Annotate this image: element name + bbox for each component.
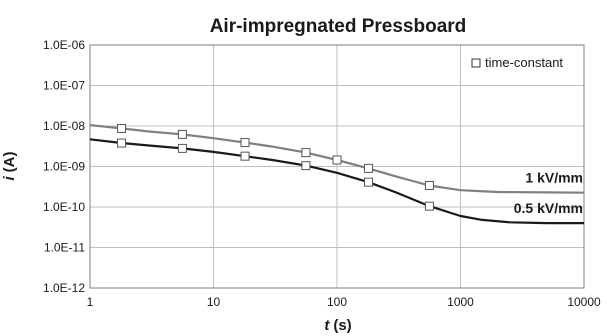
time-constant-marker — [301, 161, 311, 171]
y-axis-var: i — [1, 176, 18, 181]
series-label-1: 0.5 kV/mm — [514, 200, 583, 216]
y-tick-label: 1.0E-12 — [43, 281, 85, 295]
time-constant-marker — [117, 138, 127, 148]
chart-title: Air-impregnated Pressboard — [210, 16, 467, 37]
legend-label: time-constant — [485, 55, 563, 70]
x-tick-label: 1 — [87, 295, 94, 309]
y-axis-unit: (A) — [1, 152, 18, 173]
y-tick-label: 1.0E-11 — [44, 241, 85, 255]
time-constant-marker — [424, 201, 434, 211]
series-labels: 1 kV/mm 0.5 kV/mm — [514, 170, 583, 216]
time-constant-marker — [117, 123, 127, 133]
time-constant-marker — [240, 138, 250, 148]
plot-frame — [89, 44, 585, 289]
x-tick-label: 100 — [327, 295, 347, 309]
x-tick-label: 10 — [207, 295, 221, 309]
time-constant-marker — [177, 143, 187, 153]
gridlines — [89, 44, 585, 289]
series-line-0 — [89, 124, 585, 194]
time-constant-marker — [177, 129, 187, 139]
time-constant-marker — [301, 148, 311, 158]
time-constant-marker — [364, 177, 374, 187]
x-axis-var: t — [324, 317, 330, 334]
x-axis-label: t (s) — [324, 317, 351, 334]
y-tick-label: 1.0E-07 — [43, 79, 85, 93]
x-tick-label: 1000 — [447, 295, 474, 309]
time-constant-marker — [424, 180, 434, 190]
y-tick-label: 1.0E-10 — [43, 200, 85, 214]
series-lines — [89, 124, 585, 225]
time-constant-marker — [364, 163, 374, 173]
series-markers — [117, 123, 434, 211]
y-tick-label: 1.0E-06 — [43, 38, 85, 52]
y-tick-label: 1.0E-09 — [43, 160, 85, 174]
time-constant-marker — [240, 151, 250, 161]
time-constant-marker — [332, 155, 342, 165]
y-axis-label: i (A) — [1, 152, 18, 181]
y-tick-label: 1.0E-08 — [43, 119, 85, 133]
x-tick-labels: 1 10 100 1000 10000 — [87, 295, 601, 309]
series-line-1 — [89, 138, 584, 225]
x-axis-unit: (s) — [333, 317, 351, 334]
series-label-0: 1 kV/mm — [525, 170, 583, 186]
legend: time-constant — [471, 55, 563, 70]
legend-marker-square — [471, 58, 481, 68]
x-tick-label: 10000 — [567, 295, 601, 309]
y-tick-labels: 1.0E-12 1.0E-11 1.0E-10 1.0E-09 1.0E-08 1.0E-… — [43, 38, 85, 295]
